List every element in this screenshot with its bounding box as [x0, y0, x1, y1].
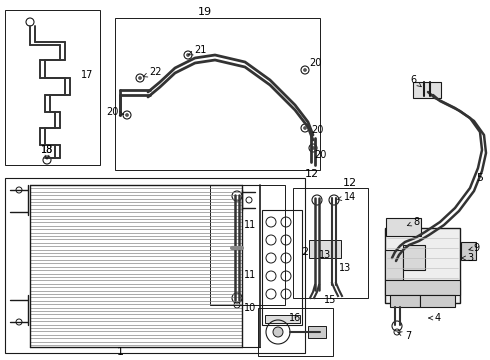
Bar — [210, 185, 285, 305]
Text: 20: 20 — [311, 125, 323, 135]
Text: 11: 11 — [244, 220, 256, 230]
Text: 15: 15 — [324, 295, 336, 305]
Text: 13: 13 — [339, 263, 351, 273]
Text: 16: 16 — [289, 313, 301, 323]
Circle shape — [303, 68, 307, 72]
Text: 2: 2 — [301, 247, 309, 257]
Bar — [5, 10, 100, 165]
Bar — [461, 242, 476, 260]
Circle shape — [187, 54, 190, 57]
Circle shape — [273, 327, 283, 337]
Text: 3: 3 — [461, 253, 473, 263]
Bar — [390, 295, 420, 307]
Bar — [385, 280, 460, 295]
Text: 14: 14 — [338, 192, 356, 202]
Text: 22: 22 — [143, 67, 161, 77]
Text: 18: 18 — [41, 145, 53, 159]
Text: 20: 20 — [314, 150, 326, 160]
Circle shape — [303, 126, 307, 130]
Text: 17: 17 — [81, 70, 93, 80]
Text: 11: 11 — [244, 270, 256, 280]
Bar — [258, 308, 333, 356]
Text: 13: 13 — [319, 250, 331, 260]
Text: 1: 1 — [117, 347, 123, 357]
Bar — [115, 18, 320, 170]
Bar — [308, 326, 326, 338]
Bar — [385, 250, 403, 280]
Bar — [309, 240, 341, 258]
Bar — [403, 245, 425, 270]
Bar — [265, 315, 300, 323]
Text: 20: 20 — [309, 58, 321, 68]
Text: 21: 21 — [189, 45, 206, 55]
Text: 7: 7 — [398, 331, 411, 341]
Bar — [385, 228, 460, 303]
Bar — [413, 82, 441, 98]
Bar — [386, 218, 421, 236]
Bar — [420, 295, 455, 307]
Text: 12: 12 — [305, 169, 319, 179]
Text: 9: 9 — [469, 243, 479, 253]
Circle shape — [312, 147, 315, 149]
Bar — [5, 178, 305, 353]
Bar — [293, 188, 368, 298]
Circle shape — [139, 77, 142, 80]
Bar — [262, 210, 302, 325]
Text: 4: 4 — [429, 313, 441, 323]
Text: 19: 19 — [198, 7, 212, 17]
Text: 5: 5 — [476, 173, 484, 183]
Text: 12: 12 — [343, 178, 357, 188]
Text: 8: 8 — [407, 217, 419, 227]
Text: 10: 10 — [244, 303, 256, 313]
Circle shape — [125, 113, 128, 117]
Text: 18: 18 — [41, 145, 53, 155]
Text: 6: 6 — [410, 75, 421, 87]
Text: 20: 20 — [106, 107, 124, 117]
